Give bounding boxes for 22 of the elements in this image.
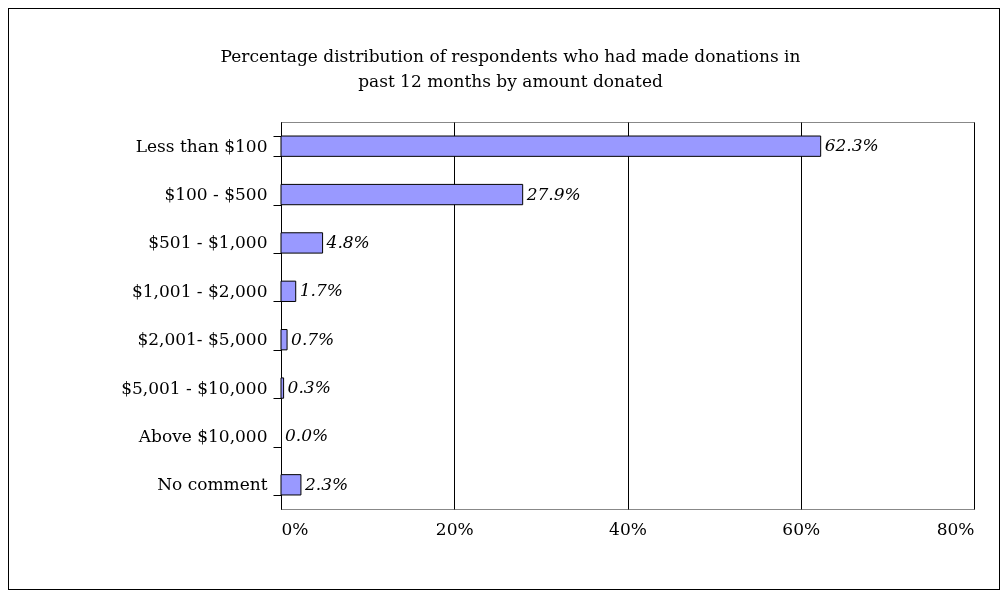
x-tick-label: 40%	[609, 518, 647, 539]
data-label: 0.3%	[287, 377, 331, 398]
y-tick-label: $2,001- $5,000	[137, 329, 268, 350]
y-tick-label: $501 - $1,000	[148, 232, 268, 253]
y-tick-label: $1,001 - $2,000	[131, 280, 268, 301]
data-label: 0.7%	[291, 328, 335, 349]
x-tick-label: 80%	[936, 518, 975, 539]
x-tick-label: 0%	[281, 518, 309, 539]
y-tick-label: No comment	[157, 474, 268, 495]
data-label: 27.9%	[525, 183, 581, 204]
data-label: 1.7%	[299, 280, 343, 301]
y-tick-label: Less than $100	[135, 135, 268, 156]
y-tick-label: Above $10,000	[137, 425, 268, 446]
data-label: 62.3%	[824, 135, 879, 156]
chart-title: Percentage distribution of respondents who had made donations in past 12 months by amount donated	[220, 46, 801, 91]
y-tick-label: $5,001 - $10,000	[121, 377, 268, 398]
y-tick-label: $100 - $500	[164, 184, 268, 205]
data-label: 4.8%	[325, 231, 370, 252]
data-label: 2.3%	[303, 473, 349, 494]
data-label: 0.0%	[285, 425, 329, 446]
x-tick-label: 60%	[782, 518, 821, 539]
x-tick-label: 20%	[435, 518, 474, 539]
